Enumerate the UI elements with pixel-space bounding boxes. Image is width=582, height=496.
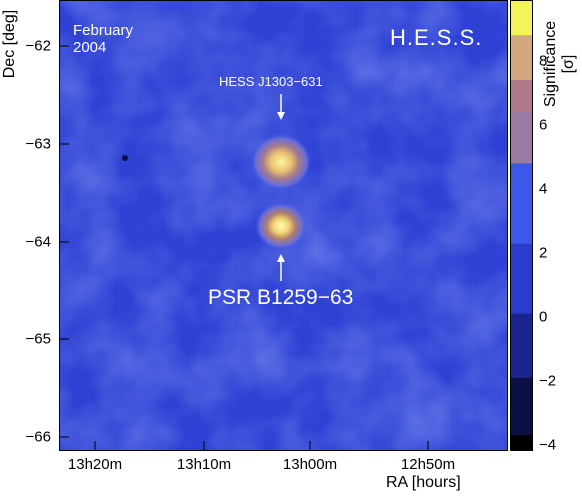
colorbar-band: [510, 377, 533, 436]
y-tick: −63: [25, 135, 51, 153]
arrow-up-icon: [277, 254, 285, 262]
map-canvas: [59, 0, 508, 451]
colorbar-frame: [510, 0, 533, 451]
map-frame: [59, 0, 508, 451]
y-tick: −66: [25, 428, 51, 446]
colorbar-band: [510, 163, 533, 244]
colorbar-band: [510, 35, 533, 80]
colorbar: [510, 0, 533, 451]
y-tick: −62: [25, 37, 51, 55]
colorbar-band: [510, 313, 533, 378]
y-tick: −65: [25, 330, 51, 348]
hess-title: H.E.S.S.: [390, 25, 483, 50]
colorbar-tick: 0: [539, 308, 548, 326]
colorbar-tick: 4: [539, 180, 548, 198]
colorbar-band: [510, 111, 533, 164]
y-tick: −64: [25, 233, 51, 251]
x-tick: 13h10m: [176, 456, 232, 473]
colorbar-label: Significance [σ]: [542, 20, 577, 108]
source-hess-j1303-blob: [251, 134, 311, 190]
colorbar-band: [510, 0, 533, 36]
x-tick: 13h00m: [282, 456, 338, 473]
colorbar-tick: 6: [539, 116, 548, 134]
source-psr-b1259-blob: [255, 202, 307, 250]
label-psr-b1259: PSR B1259−63: [208, 286, 354, 309]
x-tick: 12h50m: [400, 456, 456, 473]
colorbar-band: [510, 79, 533, 112]
colorbar-tick: −2: [539, 372, 557, 390]
colorbar-tick: −4: [539, 436, 557, 454]
colorbar-band: [510, 435, 533, 451]
y-axis-label: Dec [deg]: [1, 9, 18, 79]
significance-map: [59, 0, 508, 451]
label-hess-j1303: HESS J1303−631: [219, 74, 323, 89]
cold-spot: [122, 155, 128, 161]
colorbar-band: [510, 243, 533, 314]
x-tick: 13h20m: [67, 456, 123, 473]
date-year: 2004: [73, 39, 107, 56]
observation-date: February 2004: [73, 22, 133, 56]
x-axis-label: RA [hours]: [386, 474, 461, 491]
arrow-down-icon: [277, 112, 285, 120]
colorbar-tick: 8: [539, 52, 548, 70]
colorbar-tick: 2: [539, 244, 548, 262]
date-month: February: [73, 22, 134, 39]
